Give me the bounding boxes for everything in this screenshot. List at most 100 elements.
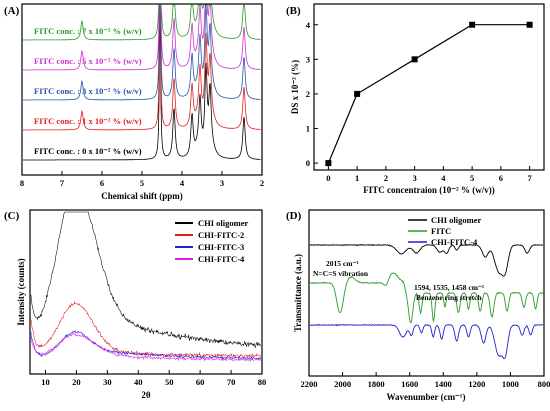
x-tick-label: 6	[499, 173, 503, 183]
x-tick-label: 5	[470, 173, 474, 183]
annotation-text: 1594, 1535, 1458 cm⁻¹	[414, 283, 484, 292]
nmr-series-label: FITC conc. : 0 x 10⁻² % (w/v)	[34, 146, 142, 156]
x-tick-label: 2	[384, 173, 388, 183]
x-tick-label: 8	[20, 178, 24, 188]
panel-a-spectra	[23, 4, 261, 161]
x-tick-label: 10	[41, 377, 50, 387]
panel-a-x-axis-title: Chemical shift (ppm)	[101, 191, 183, 201]
panel-b-label: (B)	[286, 5, 301, 17]
xrd-pattern-line	[30, 211, 262, 349]
nmr-spectrum-line	[23, 4, 261, 101]
nmr-series-label: FITC conc. : 5 x 10⁻² % (w/v)	[34, 56, 142, 66]
data-point-marker	[469, 21, 476, 28]
x-tick-label: 1600	[401, 379, 418, 389]
panel-c-x-ticks: 10 20 30 40 50 60 70 80	[41, 370, 266, 387]
panel-c-x-axis-title: 2θ	[141, 390, 151, 400]
y-tick-label: 3	[306, 54, 310, 64]
legend-entry: CHI oligomer	[198, 218, 249, 228]
nmr-series-label: FITC conc. : 1 x 10⁻² % (w/v)	[34, 116, 142, 126]
nmr-spectrum-line	[23, 4, 261, 41]
panel-c-patterns	[30, 211, 262, 362]
x-tick-label: 2000	[334, 379, 351, 389]
panel-b-frame	[313, 3, 545, 171]
nmr-spectrum-line	[23, 10, 261, 161]
legend-entry: CHI-FITC-2	[198, 230, 244, 240]
panel-d-x-axis-title: Wavenumber (cm⁻¹)	[386, 392, 465, 402]
x-tick-label: 1000	[502, 379, 519, 389]
nmr-series-label: FITC conc. : 7 x 10⁻² % (w/v)	[34, 26, 142, 36]
panel-b-y-axis-title: DS x 10⁻² (%)	[290, 60, 300, 114]
x-tick-label: 50	[165, 377, 174, 387]
x-tick-label: 4	[180, 178, 185, 188]
annotation-text: N=C=S vibration	[313, 269, 369, 278]
legend-entry: CHI-FITC-4	[431, 237, 478, 247]
panel-d-frame	[308, 209, 545, 377]
x-tick-label: 80	[258, 377, 267, 387]
panel-a: (A) FITC conc. : 0 x 10⁻² % (w/v)FITC co…	[4, 3, 264, 201]
panel-d-label: (D)	[286, 210, 302, 222]
x-tick-label: 1	[355, 173, 359, 183]
panel-d-y-axis-title: Transmittance (a.u.)	[293, 254, 303, 332]
x-tick-label: 6	[100, 178, 104, 188]
panel-d-annotations: 2015 cm⁻¹N=C=S vibration 1594, 1535, 1458…	[313, 259, 484, 302]
panel-a-series-labels: FITC conc. : 0 x 10⁻² % (w/v) FITC conc. …	[34, 26, 142, 156]
x-tick-label: 20	[72, 377, 81, 387]
panel-a-x-ticks: 8 7 6 5 4 3 2	[20, 171, 264, 188]
data-point-marker	[325, 160, 332, 167]
nmr-spectrum-line	[23, 4, 261, 71]
panel-c-label: (C)	[4, 210, 20, 222]
data-point-marker	[526, 21, 533, 28]
nmr-series-label: FITC conc. : 3 x 10⁻² % (w/v)	[34, 86, 142, 96]
y-tick-label: 4	[306, 20, 311, 30]
x-tick-label: 4	[441, 173, 446, 183]
legend-entry: CHI oligomer	[431, 215, 482, 225]
panel-d-x-ticks: 2200 2000 1800 1600 1400 1200 1000 800	[301, 372, 550, 389]
panel-a-label: (A)	[4, 5, 20, 17]
panel-c-frame	[29, 209, 263, 375]
panel-d-spectra	[309, 243, 544, 360]
data-point-marker	[411, 56, 418, 63]
panel-c: (C) CHI oligomer CHI-FITC-2 CHI-FITC-3 CHI-…	[4, 209, 266, 400]
ftir-spectrum-line	[309, 272, 544, 324]
legend-entry: FITC	[431, 226, 451, 236]
x-tick-label: 1400	[435, 379, 452, 389]
panel-c-y-axis-title: Intensity (counts)	[16, 258, 26, 325]
x-tick-label: 7	[60, 178, 65, 188]
x-tick-label: 0	[326, 173, 330, 183]
x-tick-label: 70	[227, 377, 236, 387]
panel-b-x-axis-title: FITC concentraion (10⁻² % (w/v))	[363, 185, 494, 195]
y-tick-label: 0	[306, 158, 310, 168]
x-tick-label: 30	[103, 377, 112, 387]
x-tick-label: 60	[196, 377, 205, 387]
y-tick-label: 2	[306, 89, 310, 99]
x-tick-label: 2200	[301, 379, 318, 389]
ftir-spectrum-line	[309, 243, 543, 277]
x-tick-label: 7	[528, 173, 533, 183]
annotation-text: 2015 cm⁻¹	[326, 259, 359, 268]
x-tick-label: 3	[220, 178, 224, 188]
x-tick-label: 40	[134, 377, 143, 387]
xrd-pattern-line	[30, 300, 261, 359]
x-tick-label: 800	[538, 379, 550, 389]
panel-b-axes: 0 1 2 3 4 5 6 7 0 1 2 3 4	[306, 20, 533, 183]
x-tick-label: 1800	[368, 379, 385, 389]
y-tick-label: 1	[306, 124, 310, 134]
xrd-pattern-line	[30, 330, 262, 361]
panel-b-series	[325, 21, 533, 167]
x-tick-label: 3	[413, 173, 417, 183]
ftir-spectrum-line	[309, 323, 544, 360]
x-tick-label: 5	[140, 178, 144, 188]
nmr-spectrum-line	[23, 4, 261, 131]
legend-entry: CHI-FITC-3	[198, 242, 244, 252]
data-point-marker	[354, 90, 361, 97]
annotation-text: Benzene ring stretch	[416, 293, 483, 302]
panel-b: (B) 0 1 2 3 4 5 6 7 0 1 2 3 4 FITC concentraion (10⁻…	[286, 3, 545, 195]
legend-entry: CHI-FITC-4	[198, 254, 245, 264]
x-tick-label: 1200	[468, 379, 485, 389]
panel-c-legend: CHI oligomer CHI-FITC-2 CHI-FITC-3 CHI-FITC…	[175, 218, 249, 264]
xrd-pattern-line	[30, 332, 262, 362]
x-tick-label: 2	[260, 178, 264, 188]
